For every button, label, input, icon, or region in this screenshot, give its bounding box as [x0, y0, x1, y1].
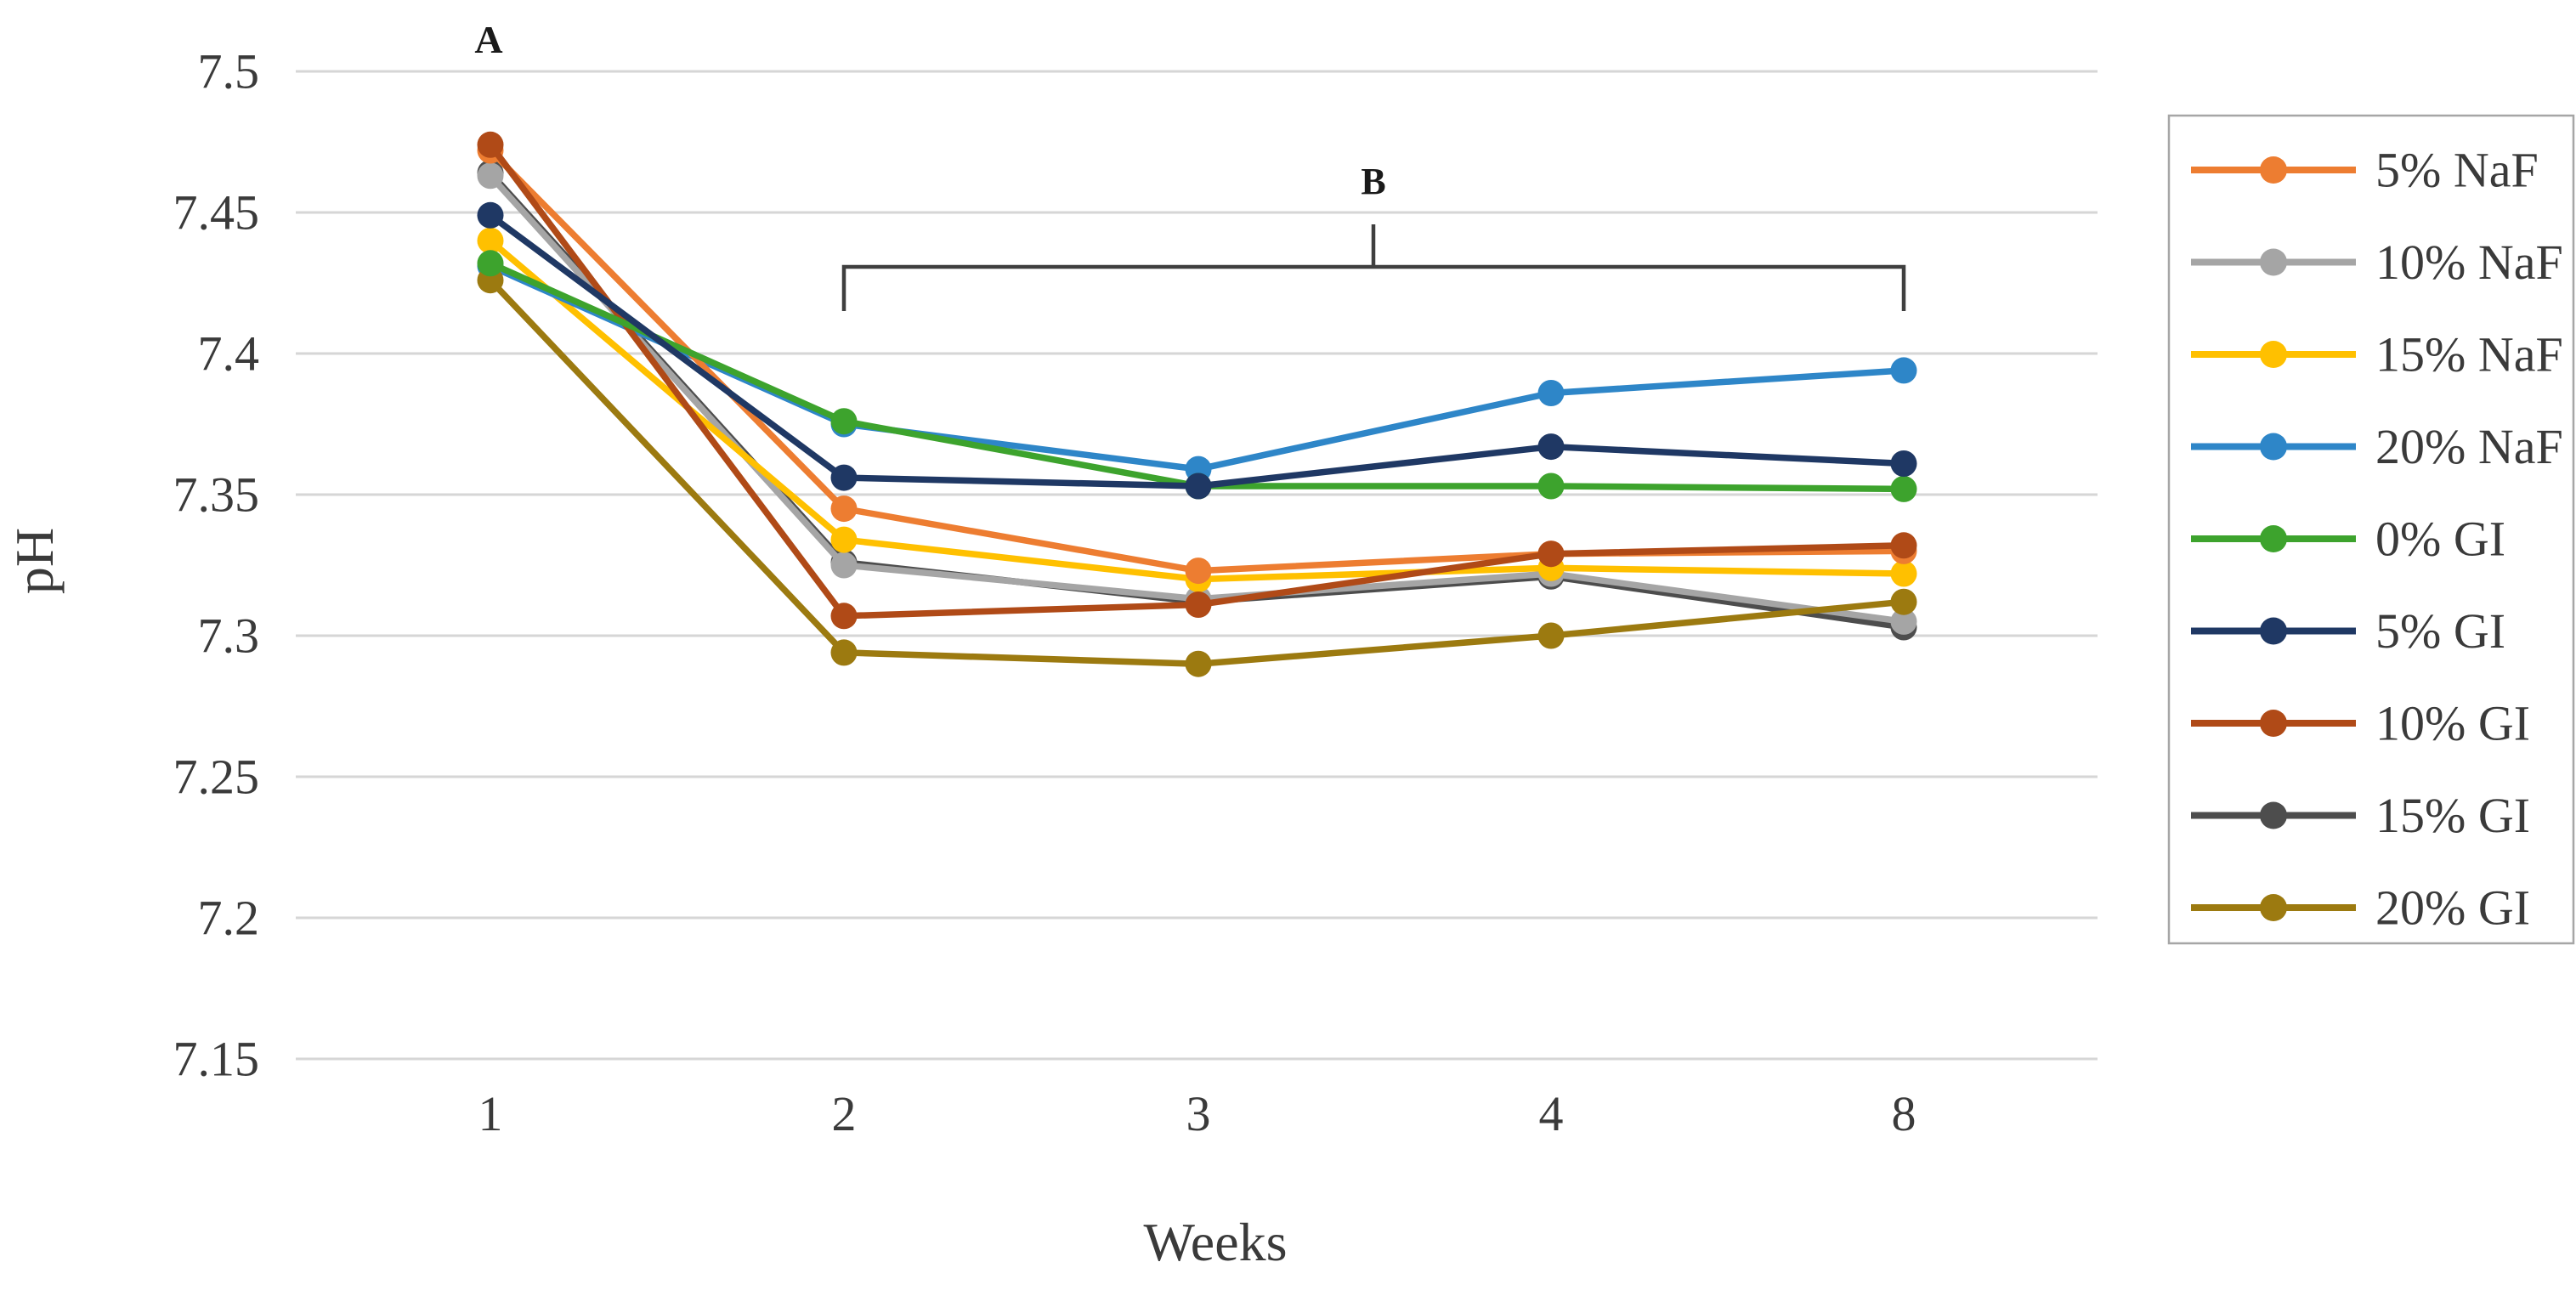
y-tick-label: 7.15 [173, 1032, 260, 1087]
y-tick-label: 7.2 [198, 891, 260, 946]
data-point-5-naf-week-2 [830, 495, 858, 523]
legend-label-5-naf: 5% NaF [2375, 143, 2539, 198]
legend-swatch-marker-5-naf [2260, 156, 2287, 184]
x-tick-label: 3 [1186, 1086, 1211, 1141]
data-point-5-gi-week-2 [830, 464, 858, 491]
legend-label-5-gi: 5% GI [2375, 603, 2505, 659]
data-point-5-gi-week-3 [1185, 473, 1212, 500]
significance-bracket [841, 224, 1906, 311]
legend-swatch-marker-10-naf [2260, 248, 2287, 276]
data-point-15-naf-week-1 [477, 227, 504, 254]
data-point-15-naf-week-8 [1890, 560, 1917, 587]
legend-label-20-gi: 20% GI [2375, 880, 2530, 936]
legend-label-15-gi: 15% GI [2375, 788, 2530, 843]
y-tick-label: 7.5 [198, 44, 260, 99]
y-tick-label: 7.4 [198, 326, 260, 382]
series-line-5-gi [488, 212, 1905, 490]
data-point-0-gi-week-4 [1537, 473, 1565, 500]
data-point-5-naf-week-3 [1185, 557, 1212, 585]
data-point-5-gi-week-4 [1537, 433, 1565, 461]
legend-label-20-naf: 20% NaF [2375, 419, 2563, 474]
data-point-5-gi-week-8 [1890, 450, 1917, 477]
data-point-15-naf-week-2 [830, 526, 858, 553]
x-tick-label: 2 [832, 1086, 857, 1141]
data-point-0-gi-week-8 [1890, 475, 1917, 502]
legend-label-0-gi: 0% GI [2375, 512, 2505, 567]
legend-swatch-marker-5-gi [2260, 617, 2287, 645]
data-point-20-gi-week-4 [1537, 622, 1565, 649]
data-point-10-gi-week-8 [1890, 532, 1917, 559]
legend-label-10-gi: 10% GI [2375, 696, 2530, 751]
x-tick-label: 4 [1539, 1086, 1564, 1141]
y-tick-label: 7.45 [173, 185, 260, 241]
data-point-0-gi-week-1 [477, 250, 504, 277]
data-point-20-gi-week-2 [830, 639, 858, 666]
x-tick-label: 8 [1892, 1086, 1916, 1141]
y-tick-label: 7.35 [173, 467, 260, 523]
legend-swatch-marker-15-gi [2260, 801, 2287, 829]
data-point-20-gi-week-3 [1185, 650, 1212, 677]
annotation-a: A [474, 18, 502, 61]
y-tick-label: 7.3 [198, 608, 260, 664]
data-point-5-gi-week-1 [477, 201, 504, 229]
legend-label-10-naf: 10% NaF [2375, 235, 2563, 290]
annotation-b: B [1361, 161, 1385, 202]
legend-swatch-marker-20-naf [2260, 433, 2287, 461]
data-point-10-gi-week-4 [1537, 540, 1565, 568]
data-point-10-naf-week-1 [477, 162, 504, 190]
y-axis-title: pH [4, 528, 65, 594]
data-point-10-gi-week-3 [1185, 591, 1212, 618]
data-point-10-gi-week-2 [830, 603, 858, 630]
data-point-10-naf-week-2 [830, 552, 858, 579]
data-point-20-naf-week-8 [1890, 357, 1917, 384]
legend-swatch-marker-10-gi [2260, 710, 2287, 737]
x-tick-label: 1 [478, 1086, 503, 1141]
data-point-10-naf-week-8 [1890, 608, 1917, 635]
legend-swatch-marker-20-gi [2260, 894, 2287, 921]
legend-swatch-marker-0-gi [2260, 525, 2287, 552]
data-point-10-gi-week-1 [477, 131, 504, 158]
y-tick-label: 7.25 [173, 750, 260, 805]
legend-label-15-naf: 15% NaF [2375, 327, 2563, 382]
legend-swatch-marker-15-naf [2260, 341, 2287, 368]
x-axis-title: Weeks [1144, 1212, 1288, 1272]
series-line-10-gi [488, 143, 1905, 620]
chart-legend [2167, 114, 2575, 945]
data-point-0-gi-week-2 [830, 408, 858, 435]
data-point-20-naf-week-4 [1537, 380, 1565, 406]
data-point-20-gi-week-8 [1890, 588, 1917, 615]
